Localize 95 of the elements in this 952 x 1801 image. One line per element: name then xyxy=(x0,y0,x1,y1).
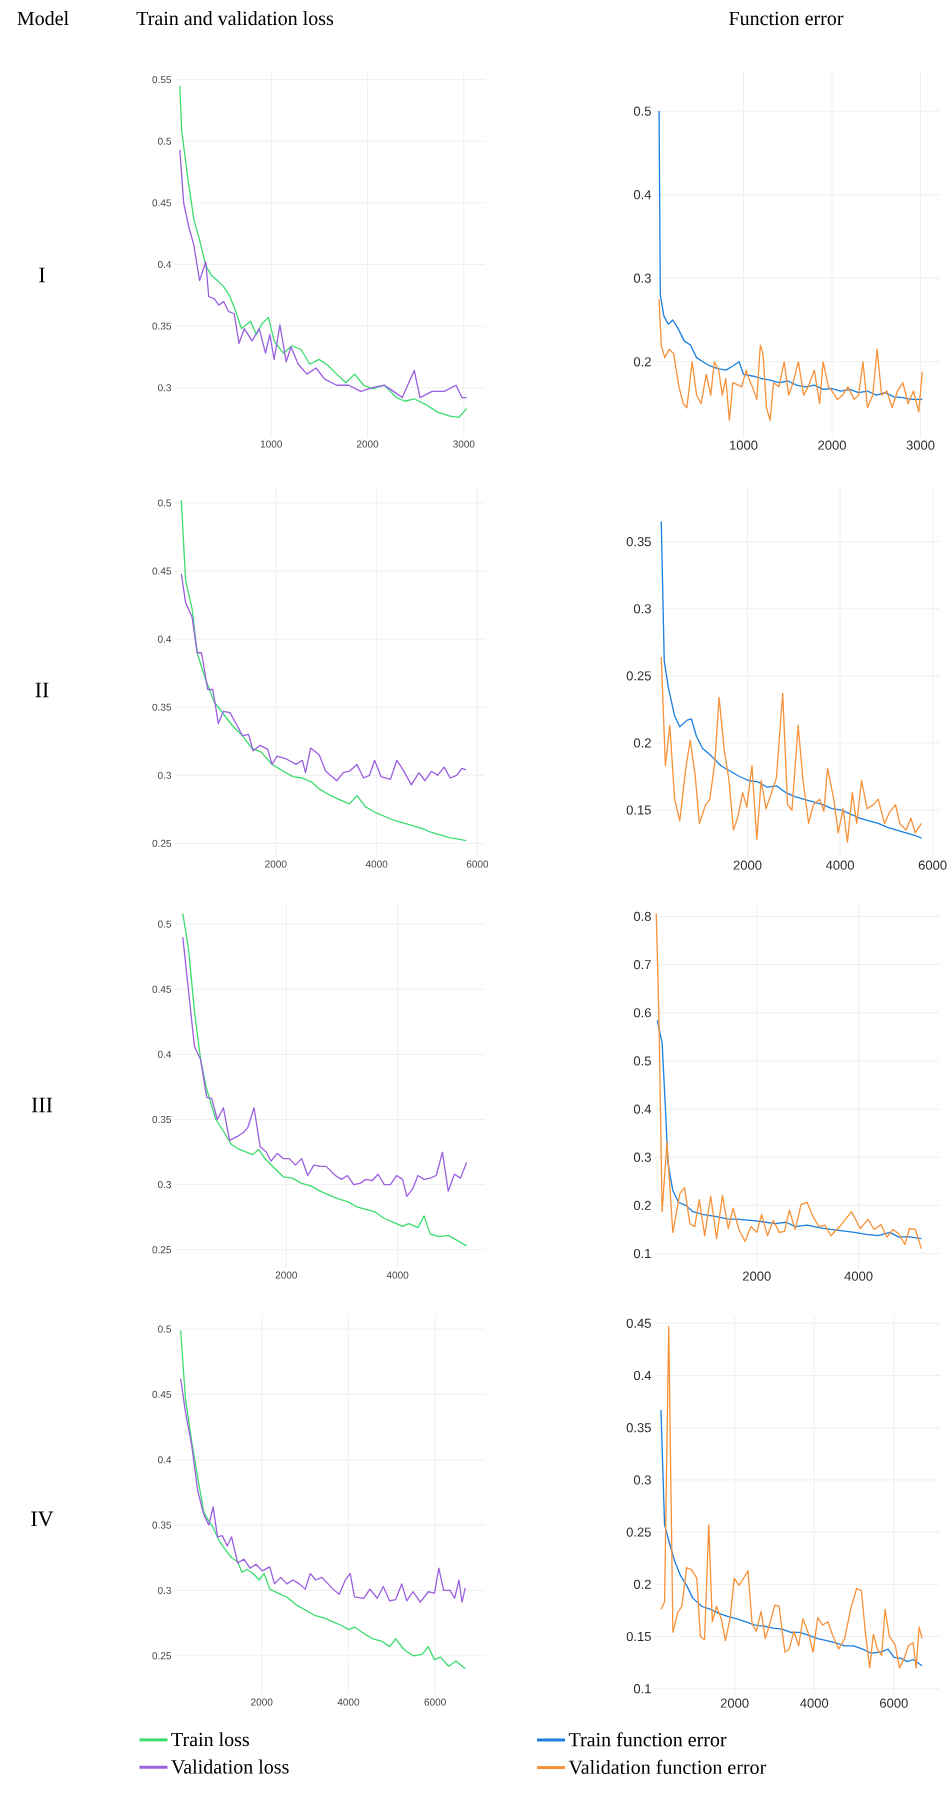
line-series xyxy=(658,110,923,401)
line-series xyxy=(655,912,923,1250)
y-tick-label: 0.4 xyxy=(633,1370,652,1381)
y-tick-label: 0.4 xyxy=(633,190,652,200)
x-tick-label: 4000 xyxy=(800,1698,829,1708)
y-tick-label: 0.45 xyxy=(152,1390,172,1398)
x-tick-label: 3000 xyxy=(453,440,475,448)
x-tick-label: 6000 xyxy=(880,1698,908,1708)
x-tick-label: 1000 xyxy=(730,440,758,450)
line-series xyxy=(182,936,468,1197)
line-series xyxy=(179,149,468,399)
y-tick-label: 0.25 xyxy=(152,1246,172,1254)
y-axis-title: III xyxy=(31,1097,53,1113)
y-tick-label: 0.2 xyxy=(633,738,651,748)
y-axis-title: IV xyxy=(31,1511,54,1527)
line-series xyxy=(180,573,467,786)
line-series xyxy=(182,913,468,1247)
y-tick-label: 0.25 xyxy=(626,671,651,681)
y-tick-label: 0.4 xyxy=(157,260,172,268)
line-series xyxy=(179,85,468,418)
y-tick-label: 0.3 xyxy=(157,1181,172,1189)
y-tick-label: 0.5 xyxy=(157,499,172,507)
chart-title: Function error xyxy=(729,11,844,26)
x-tick-label: 2000 xyxy=(251,1698,273,1706)
text: Model xyxy=(17,11,69,26)
x-tick-label: 2000 xyxy=(720,1698,749,1708)
x-tick-label: 2000 xyxy=(818,440,846,450)
y-tick-label: 0.55 xyxy=(152,76,172,84)
legend-label: Train loss xyxy=(171,1732,249,1747)
x-tick-label: 2000 xyxy=(733,860,762,870)
y-tick-label: 0.35 xyxy=(152,322,172,330)
x-tick-label: 4000 xyxy=(337,1698,360,1706)
y-tick-label: 0.5 xyxy=(157,1325,172,1333)
y-tick-label: 0.2 xyxy=(633,1579,651,1589)
y-tick-label: 0.4 xyxy=(157,635,172,643)
y-tick-label: 0.3 xyxy=(633,273,651,283)
y-tick-label: 0.25 xyxy=(626,1527,651,1537)
y-tick-label: 0.35 xyxy=(152,1521,172,1529)
y-tick-label: 0.15 xyxy=(626,1631,651,1642)
y-tick-label: 0.1 xyxy=(633,1684,651,1694)
y-tick-label: 0.4 xyxy=(157,1456,172,1464)
y-tick-label: 0.8 xyxy=(633,911,651,922)
y-axis-title: II xyxy=(35,682,49,698)
x-tick-label: 4000 xyxy=(825,860,855,870)
y-tick-label: 0.5 xyxy=(157,920,172,928)
legend-label: Validation function error xyxy=(568,1759,767,1775)
chart-title: Train and validation loss xyxy=(136,11,334,26)
y-tick-label: 0.45 xyxy=(152,985,172,993)
x-tick-label: 6000 xyxy=(424,1698,446,1706)
line-series xyxy=(179,1329,466,1670)
y-tick-label: 0.7 xyxy=(633,960,651,970)
y-tick-label: 0.4 xyxy=(157,1050,172,1058)
y-tick-label: 0.35 xyxy=(152,1115,172,1124)
y-tick-label: 0.25 xyxy=(152,839,172,847)
y-tick-label: 0.3 xyxy=(157,384,172,392)
legend-label: Validation loss xyxy=(171,1759,289,1774)
x-tick-label: 4000 xyxy=(386,1271,409,1279)
y-tick-label: 0.5 xyxy=(633,1056,651,1066)
y-tick-label: 0.45 xyxy=(152,567,172,575)
line-series xyxy=(179,1378,466,1603)
y-tick-label: 0.5 xyxy=(633,106,651,116)
y-tick-label: 0.35 xyxy=(626,1423,651,1433)
x-tick-label: 2000 xyxy=(356,440,379,448)
y-tick-label: 0.5 xyxy=(157,137,172,145)
legend-label: Train function error xyxy=(568,1732,727,1747)
y-tick-label: 0.3 xyxy=(157,1586,172,1594)
x-tick-label: 2000 xyxy=(275,1271,298,1279)
y-tick-label: 0.3 xyxy=(633,604,651,614)
y-tick-label: 0.15 xyxy=(626,805,651,815)
y-tick-label: 0.35 xyxy=(152,703,172,711)
y-tick-label: 0.3 xyxy=(633,1475,651,1485)
line-series xyxy=(660,1325,923,1669)
y-tick-label: 0.45 xyxy=(152,199,172,207)
y-tick-label: 0.1 xyxy=(633,1248,651,1259)
y-tick-label: 0.6 xyxy=(633,1008,651,1018)
y-tick-label: 0.2 xyxy=(633,357,651,367)
line-series xyxy=(656,1019,923,1240)
y-tick-label: 0.4 xyxy=(633,1104,652,1114)
x-tick-label: 6000 xyxy=(466,860,489,868)
x-tick-label: 3000 xyxy=(906,440,935,450)
y-tick-label: 0.45 xyxy=(626,1318,651,1328)
x-tick-label: 2000 xyxy=(265,860,287,868)
y-tick-label: 0.35 xyxy=(626,537,651,547)
x-tick-label: 2000 xyxy=(742,1271,771,1281)
x-tick-label: 1000 xyxy=(260,440,283,448)
x-tick-label: 6000 xyxy=(918,860,947,870)
line-series xyxy=(658,298,923,421)
y-tick-label: 0.25 xyxy=(152,1652,172,1660)
line-series xyxy=(660,656,923,843)
y-tick-label: 0.2 xyxy=(633,1200,651,1210)
x-tick-label: 4000 xyxy=(365,860,388,868)
y-axis-title: I xyxy=(39,267,45,283)
y-tick-label: 0.3 xyxy=(157,771,172,779)
x-tick-label: 4000 xyxy=(844,1271,873,1281)
y-tick-label: 0.3 xyxy=(633,1152,651,1162)
